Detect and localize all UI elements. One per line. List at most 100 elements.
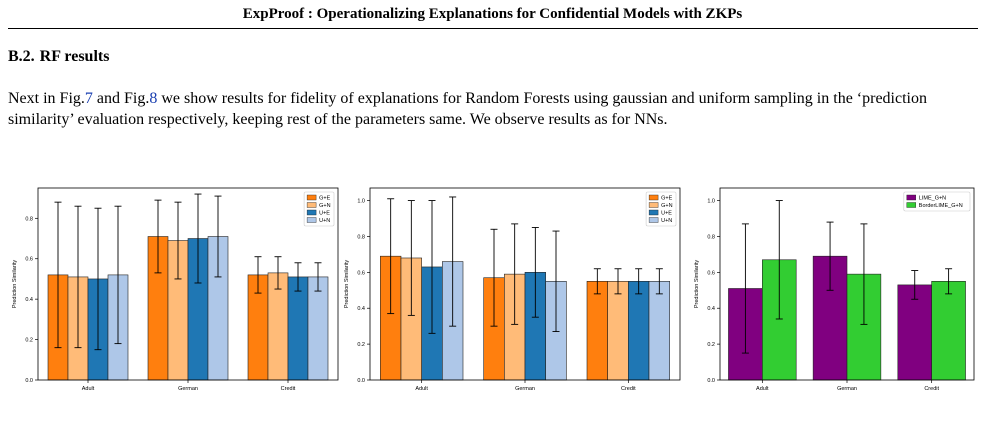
error-bar [254,256,262,294]
error-bar [911,270,919,300]
y-tick-label: 0.6 [25,257,33,263]
y-tick-label: 0.4 [707,306,715,312]
error-bar [294,262,302,292]
bar [586,281,608,381]
bar [307,276,329,381]
x-tick-label: Adult [82,386,95,392]
x-tick-label: German [837,386,857,392]
error-bar [490,228,498,327]
paragraph-text: we show results for fidelity of explanat… [8,90,927,128]
legend-swatch [306,202,317,208]
figure-gaussian-rf: 0.0 0.2 0.4 0.6 0.8 Adult German Credit Predicti… [0,175,345,407]
error-bar [274,256,282,290]
section-title: RF results [39,48,110,65]
legend-swatch [648,209,659,216]
error-bar [775,200,783,320]
error-bar [94,207,102,351]
error-bar [387,198,395,315]
y-tick-label: 1.0 [357,199,365,205]
figure-uniform-rf: 0.0 0.2 0.4 0.6 0.8 1.0 Adult German Credit Predi… [330,175,690,407]
legend-swatch [648,194,659,201]
error-bar [54,201,62,349]
header-rule [8,28,978,29]
legend-label: U+E [661,211,672,217]
legend-label: LIME_G+N [919,196,946,202]
error-bar [114,205,122,345]
legend-box [903,191,971,212]
y-axis-label: Prediction Similarity [694,260,700,309]
y-axis-label: Prediction Similarity [12,260,18,309]
chart-uniform-rf: 0.0 0.2 0.4 0.6 0.8 1.0 Adult German Credit Predi… [344,187,681,392]
y-tick-label: 0.2 [25,338,33,344]
legend-swatch [906,194,917,201]
bar [648,281,670,381]
error-bar [552,230,560,333]
legend-label: U+N [319,218,330,224]
y-tick-label: 1.0 [707,199,715,205]
error-bar [74,205,82,349]
bar [931,281,966,381]
paragraph-text: and Fig. [92,90,150,107]
error-bar [741,223,749,354]
error-bar [614,268,622,295]
error-bar [154,199,162,274]
legend-label: G+N [319,203,330,209]
section-number: B.2. [8,48,35,65]
y-tick-label: 0.8 [707,234,715,240]
bar [628,281,650,381]
y-tick-label: 0.4 [25,297,33,303]
error-bar [593,268,601,295]
error-bar [511,223,519,325]
x-tick-label: German [178,386,198,392]
y-tick-label: 0.0 [707,378,715,384]
running-header: ExpProof : Operationalizing Explanations… [242,6,743,22]
error-bar [428,200,436,334]
error-bar [407,200,415,316]
bar [607,281,629,381]
error-bar [945,268,953,295]
body-paragraph: Next in Fig.7 and Fig.8 we show results … [8,88,983,130]
y-tick-label: 0.0 [357,378,365,384]
x-tick-label: German [515,386,535,392]
y-tick-label: 0.6 [357,270,365,276]
chart-gaussian-rf: 0.0 0.2 0.4 0.6 0.8 Adult German Credit Predicti… [12,187,339,392]
y-tick-label: 0.8 [357,234,365,240]
error-bar [655,268,663,295]
paragraph-text: Next in Fig. [8,90,85,107]
y-axis-label: Prediction Similarity [344,260,350,309]
error-bar [826,221,834,291]
legend-swatch [648,217,659,223]
legend-label: BorderLIME_G+N [919,203,963,209]
y-tick-label: 0.8 [25,216,33,222]
error-bar [531,227,539,318]
legend-swatch [906,202,917,208]
chart-borderlime-rf: 0.0 0.2 0.4 0.6 0.8 1.0 Adult German Credit Predi… [694,187,975,392]
legend-label: U+E [319,211,330,217]
y-tick-label: 0.6 [707,270,715,276]
legend-label: G+E [661,196,672,202]
y-tick-label: 0.4 [357,306,365,312]
figure-ref-link[interactable]: 8 [149,90,158,107]
legend-swatch [306,209,317,216]
bar [287,276,309,381]
figure-ref-link[interactable]: 7 [84,90,93,107]
figure-borderlime-rf: 0.0 0.2 0.4 0.6 0.8 1.0 Adult German Credit Predi… [680,175,980,407]
error-bar [635,268,643,295]
error-bar [314,262,322,292]
y-tick-label: 0.0 [25,378,33,384]
x-tick-label: Credit [281,386,296,392]
error-bar [194,193,202,284]
legend-swatch [648,202,659,208]
legend-swatch [306,217,317,223]
x-tick-label: Adult [756,386,769,392]
error-bar [174,201,182,280]
legend: G+EG+N U+EU+N [303,191,335,227]
error-bar [214,195,222,278]
y-tick-label: 0.2 [357,342,365,348]
x-tick-label: Credit [621,386,636,392]
x-tick-label: Credit [924,386,939,392]
legend-label: U+N [661,218,672,224]
legend-swatch [306,194,317,201]
error-bar [860,223,868,325]
